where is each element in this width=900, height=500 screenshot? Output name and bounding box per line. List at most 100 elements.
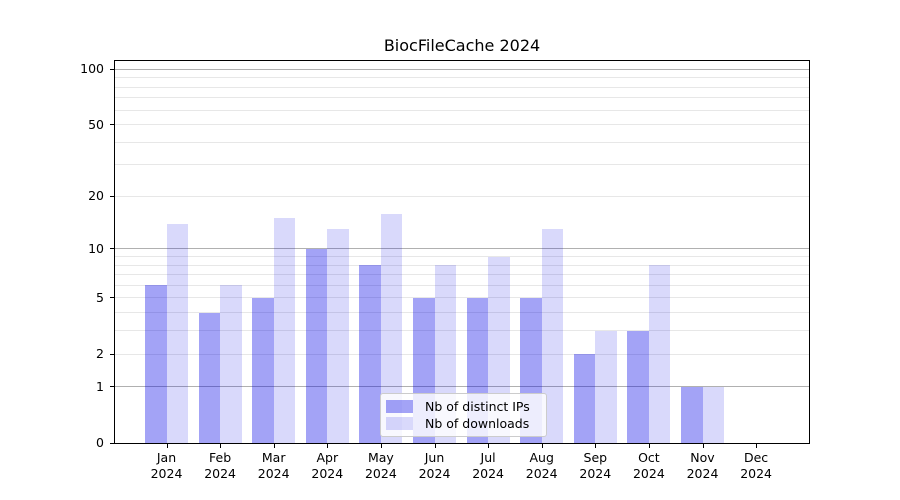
gridline-minor [115,86,809,88]
y-tick-label: 100 [80,61,104,77]
y-tick-label: 5 [96,289,104,305]
bar-downloads-apr [327,229,349,443]
x-tick-mark [380,444,382,448]
y-tick-label: 0 [96,435,104,450]
x-tick-label: Nov 2024 [671,450,735,481]
y-tick-mark [110,386,114,388]
bar-downloads-may [380,213,403,443]
gridline-minor [115,264,809,266]
x-tick-month: Feb [209,450,232,465]
chart-title: BiocFileCache 2024 [383,36,541,55]
x-tick-year: 2024 [364,465,397,481]
gridline-minor [115,256,809,257]
x-tick-label: Aug 2024 [510,450,574,481]
x-tick-label: Oct 2024 [617,450,681,481]
x-tick-month: Jun [424,450,445,465]
gridline-minor [115,77,809,79]
y-tick-label: 2 [96,346,104,362]
y-tick-label: 50 [88,116,104,132]
gridline-minor [115,274,809,276]
bar-distinct-ips-oct [627,330,649,443]
legend-label-downloads: Nb of downloads [425,416,530,432]
bar-downloads-oct [648,265,671,443]
x-tick-year: 2024 [311,465,344,481]
gridline-minor [115,297,809,299]
y-tick-mark [110,248,114,250]
x-tick-year: 2024 [418,465,451,481]
bar-downloads-mar [273,218,296,443]
x-tick-month: Mar [261,450,286,465]
legend-swatch-distinct-ips [386,399,413,413]
bar-downloads-sep [595,330,617,443]
x-tick-year: 2024 [686,465,719,481]
legend-swatch-downloads [386,417,413,431]
x-tick-mark [595,444,597,448]
x-tick-label: Dec 2024 [724,450,788,481]
gridline-minor [115,164,809,166]
gridline-minor [115,195,809,197]
gridline-minor [115,109,809,111]
legend: Nb of distinct IPs Nb of downloads [380,393,547,437]
gridline-minor [115,330,809,332]
gridline-minor [115,312,809,314]
y-tick-mark [110,442,114,444]
x-tick-month: Sep [583,450,608,465]
x-tick-year: 2024 [632,465,665,481]
gridline-minor [115,284,809,286]
gridline-minor [115,353,809,355]
x-tick-label: Mar 2024 [242,450,306,481]
x-tick-year: 2024 [740,465,772,481]
x-tick-label: Sep 2024 [563,450,627,481]
x-tick-mark [434,444,436,448]
y-tick-label: 20 [88,188,104,204]
bar-distinct-ips-jan [145,285,167,443]
y-tick-mark [110,353,114,355]
x-tick-year: 2024 [472,465,504,481]
x-tick-mark [166,444,168,448]
y-tick-label: 1 [96,378,104,394]
legend-label-distinct-ips: Nb of distinct IPs [425,398,530,414]
x-tick-month: Aug [529,450,554,465]
bar-distinct-ips-nov [681,386,703,443]
x-tick-year: 2024 [579,465,612,481]
x-tick-month: Oct [638,450,660,465]
bar-downloads-jan [166,223,188,443]
gridline-minor [115,124,809,126]
x-tick-month: Nov [690,450,715,465]
y-tick-mark [110,297,114,299]
x-tick-label: Jan 2024 [135,450,199,481]
legend-item-downloads: Nb of downloads [386,416,540,431]
y-tick-label: 10 [88,240,104,256]
x-tick-mark [702,444,704,448]
x-tick-label: Apr 2024 [295,450,359,481]
x-tick-year: 2024 [257,465,290,481]
y-tick-mark [110,68,114,70]
bar-downloads-aug [541,229,564,443]
plot-area [114,60,810,444]
x-tick-month: Jul [480,450,496,465]
x-tick-label: Jun 2024 [403,450,467,481]
gridline-major [115,248,809,250]
x-tick-mark [488,444,490,448]
x-tick-mark [756,444,758,448]
bar-downloads-nov [702,386,724,443]
x-tick-label: Jul 2024 [456,450,520,481]
bar-downloads-feb [220,285,242,443]
x-tick-year: 2024 [150,465,183,481]
gridline-minor [115,141,809,143]
bar-distinct-ips-sep [573,354,596,443]
x-tick-mark [273,444,275,448]
x-tick-month: Apr [316,450,339,465]
x-tick-month: Dec [743,450,769,465]
x-tick-mark [220,444,222,448]
x-tick-mark [327,444,329,448]
bar-distinct-ips-apr [305,248,328,443]
x-tick-label: May 2024 [349,450,413,481]
legend-item-distinct-ips: Nb of distinct IPs [386,399,540,414]
gridline-major [115,386,809,388]
y-tick-mark [110,195,114,197]
gridline-major [115,68,809,70]
x-tick-mark [648,444,650,448]
x-tick-month: Jan [156,450,177,465]
